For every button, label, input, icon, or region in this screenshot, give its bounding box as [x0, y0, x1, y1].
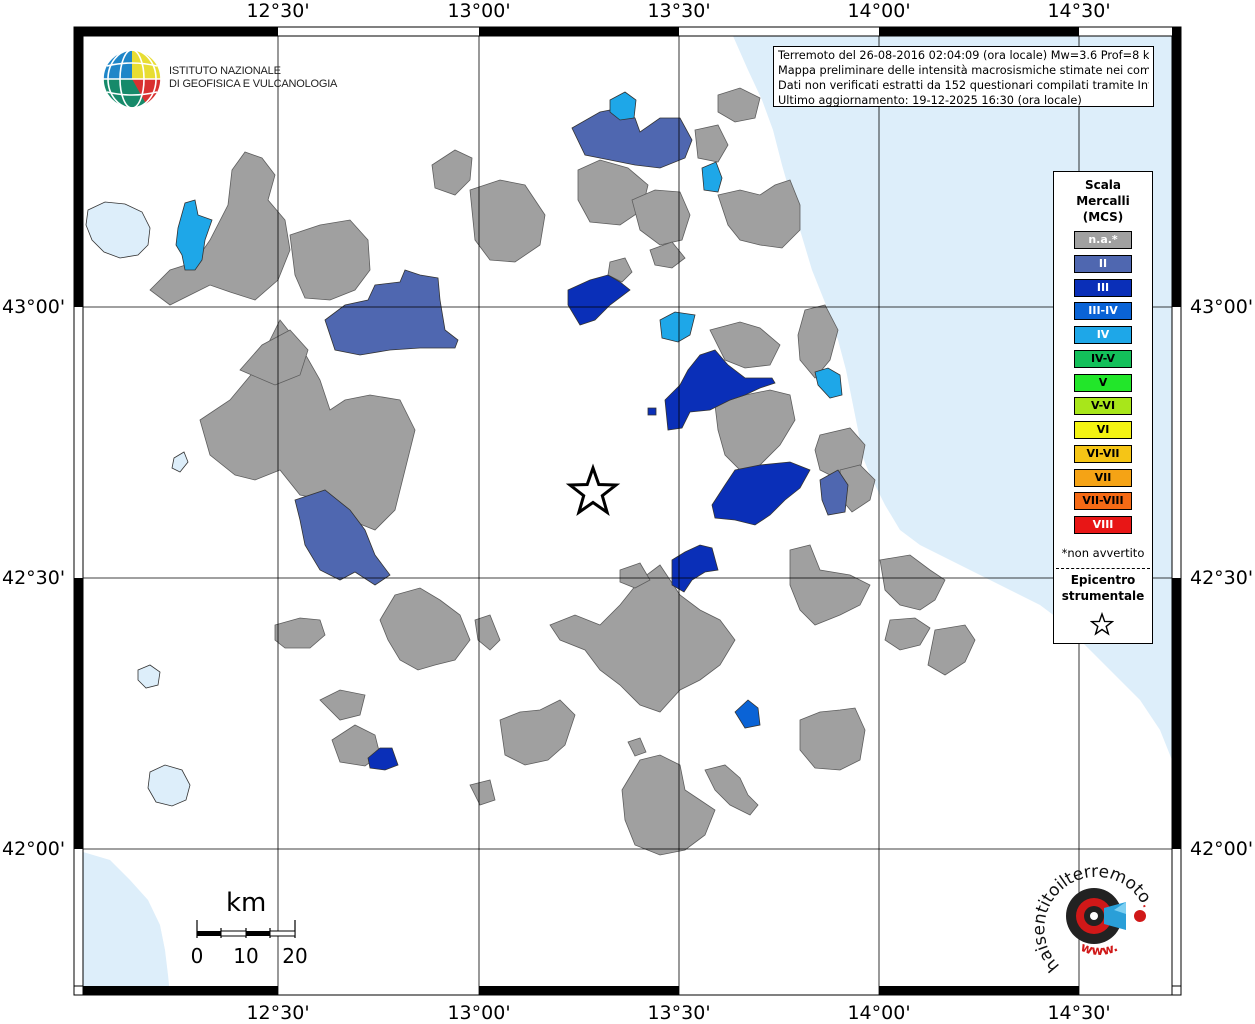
lon-label-top-4: 14°00' — [847, 0, 911, 22]
event-info-line: Terremoto del 26-08-2016 02:04:09 (ora l… — [778, 49, 1149, 62]
legend-item-iii: III — [1074, 278, 1132, 297]
legend-item-vi-vii: VI-VII — [1074, 444, 1132, 463]
legend-item-vii-viii: VII-VIII — [1074, 492, 1132, 511]
ingv-globe-icon — [102, 49, 162, 109]
municipalities-ii — [294, 107, 849, 586]
lat-label-left-3: 42°00' — [2, 838, 66, 860]
lon-label-top-5: 14°30' — [1047, 0, 1111, 22]
lon-label-top-3: 13°30' — [647, 0, 711, 22]
lake-trasimeno — [85, 201, 151, 259]
legend-item-n-a: n.a.* — [1074, 231, 1132, 249]
legend-item-vii: VII — [1074, 468, 1132, 487]
tyrrhenian-sea — [83, 852, 170, 995]
lon-label-top-1: 12°30' — [246, 0, 310, 22]
last-update-line: Ultimo aggiornamento: 19-12-2025 16:30 (… — [778, 94, 1082, 107]
hst-logo-www: www. — [1078, 940, 1120, 959]
lat-label-left-1: 43°00' — [2, 296, 66, 318]
lat-label-right-2: 42°30' — [1190, 567, 1254, 589]
legend-item-vi: VI — [1074, 421, 1132, 439]
haisentitoilterremoto-logo: haisentitoilterremoto.it www. — [1032, 858, 1157, 976]
legend-title-line-1: Scala — [1084, 178, 1122, 192]
lon-label-bottom-4: 14°00' — [847, 1002, 911, 1024]
scale-unit: km — [226, 888, 267, 918]
legend-item-iv: IV — [1074, 326, 1132, 344]
lon-label-bottom-2: 13°00' — [447, 1002, 511, 1024]
svg-text:www.: www. — [1078, 940, 1120, 959]
lon-label-bottom-3: 13°30' — [647, 1002, 711, 1024]
lon-label-bottom-1: 12°30' — [246, 1002, 310, 1024]
lat-label-right-1: 43°00' — [1190, 296, 1254, 318]
lake-small-2 — [171, 451, 189, 473]
municipalities-na — [149, 87, 976, 856]
scale-tick-10: 10 — [233, 944, 259, 968]
epicenter-star — [565, 463, 621, 516]
legend-epicenter-label: Epicentro strumentale — [1054, 572, 1152, 604]
scale-tick-0: 0 — [190, 944, 204, 968]
legend-item-iv-v: IV-V — [1074, 349, 1132, 368]
lat-label-right-3: 42°00' — [1190, 838, 1254, 860]
legend-title: Scala Mercalli (MCS) — [1054, 177, 1152, 225]
legend-epicenter-line-1: Epicentro — [1070, 573, 1136, 587]
legend-item-iii-iv: III-IV — [1074, 302, 1132, 321]
lake-bolsena — [147, 764, 191, 807]
ingv-name: ISTITUTO NAZIONALE DI GEOFISICA E VULCAN… — [169, 65, 337, 91]
scale-tick-20: 20 — [282, 944, 308, 968]
legend-epicenter-line-2: strumentale — [1061, 589, 1145, 603]
lon-label-top-2: 13°00' — [447, 0, 511, 22]
legend-item-v: V — [1074, 373, 1132, 392]
lon-label-bottom-5: 14°30' — [1047, 1002, 1111, 1024]
scale-bar — [196, 920, 296, 938]
ingv-name-line-2: DI GEOFISICA E VULCANOLOGIA — [169, 78, 338, 90]
mcs-legend: Scala Mercalli (MCS) n.a.* II III III-IV IV I… — [1053, 171, 1153, 644]
data-source-line: Dati non verificati estratti da 152 ques… — [778, 79, 1149, 92]
ingv-name-line-1: ISTITUTO NAZIONALE — [169, 65, 281, 77]
map-frame — [73, 26, 1182, 996]
map-description-line: Mappa preliminare delle intensità macros… — [778, 64, 1149, 77]
lat-label-left-2: 42°30' — [2, 567, 66, 589]
legend-title-line-2: Mercalli — [1076, 194, 1130, 208]
legend-separator — [1056, 568, 1150, 569]
legend-note: *non avvertito — [1061, 546, 1145, 560]
municipalities-iii-iv — [734, 699, 761, 729]
legend-star-icon — [1090, 612, 1114, 636]
legend-item-v-vi: V-VI — [1074, 397, 1132, 416]
municipalities-iv — [175, 91, 843, 399]
event-info-box: Terremoto del 26-08-2016 02:04:09 (ora l… — [773, 46, 1154, 107]
municipalities-iii — [367, 274, 811, 771]
legend-item-ii: II — [1074, 254, 1132, 273]
lake-small-1 — [137, 664, 161, 689]
legend-title-line-3: (MCS) — [1082, 210, 1124, 224]
legend-item-viii: VIII — [1074, 516, 1132, 534]
